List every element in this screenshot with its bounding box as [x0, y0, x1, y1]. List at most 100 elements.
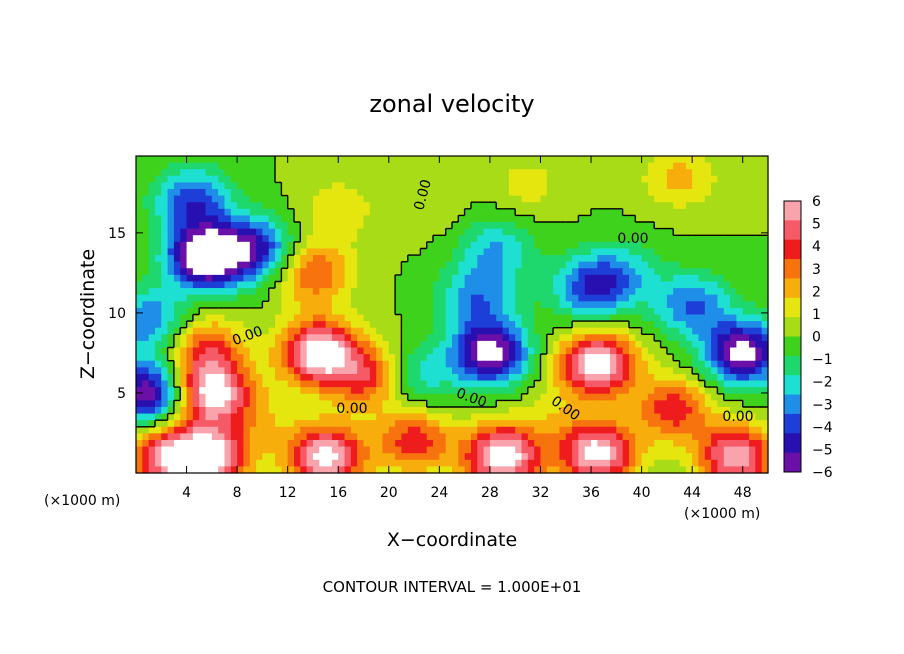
heatmap-cell: [559, 222, 567, 230]
heatmap-cell: [319, 255, 327, 263]
heatmap-cell: [597, 387, 605, 395]
heatmap-cell: [224, 380, 232, 388]
heatmap-cell: [698, 182, 706, 190]
heatmap-cell: [660, 248, 668, 256]
heatmap-cell: [685, 367, 693, 375]
heatmap-cell: [635, 169, 643, 177]
heatmap-cell: [622, 162, 630, 170]
heatmap-cell: [136, 241, 143, 250]
heatmap-cell: [237, 439, 245, 448]
heatmap-cell: [521, 202, 529, 210]
heatmap-cell: [508, 347, 516, 355]
heatmap-cell: [496, 222, 504, 230]
heatmap-cell: [591, 248, 598, 256]
heatmap-cell: [559, 321, 567, 329]
heatmap-cell: [338, 420, 346, 428]
heatmap-cell: [610, 288, 617, 296]
heatmap-cell: [546, 182, 554, 190]
heatmap-cell: [698, 268, 706, 276]
heatmap-cell: [382, 169, 390, 177]
heatmap-cell: [654, 420, 662, 428]
heatmap-cell: [205, 373, 213, 382]
heatmap-cell: [546, 426, 554, 434]
heatmap-cell: [660, 373, 668, 382]
heatmap-cell: [666, 222, 674, 230]
heatmap-cell: [230, 420, 238, 428]
heatmap-cell: [331, 453, 339, 461]
heatmap-cell: [148, 202, 156, 210]
heatmap-cell: [382, 288, 390, 296]
heatmap-cell: [711, 393, 719, 401]
heatmap-cell: [173, 413, 181, 421]
heatmap-cell: [704, 294, 712, 302]
heatmap-cell: [224, 268, 232, 276]
heatmap-cell: [205, 327, 213, 335]
heatmap-cell: [654, 406, 662, 415]
heatmap-cell: [616, 446, 624, 454]
heatmap-cell: [395, 241, 403, 250]
heatmap-cell: [136, 334, 143, 342]
heatmap-cell: [591, 347, 598, 355]
heatmap-cell: [300, 413, 308, 421]
heatmap-cell: [136, 367, 143, 375]
heatmap-cell: [742, 169, 750, 177]
heatmap-cell: [319, 347, 327, 355]
heatmap-cell: [761, 459, 769, 467]
heatmap-cell: [325, 169, 333, 177]
heatmap-cell: [483, 162, 491, 170]
heatmap-cell: [704, 347, 712, 355]
heatmap-cell: [426, 420, 434, 428]
heatmap-cell: [597, 208, 605, 217]
heatmap-cell: [578, 228, 586, 236]
heatmap-cell: [761, 340, 769, 349]
heatmap-cell: [673, 347, 681, 355]
heatmap-cell: [161, 268, 169, 276]
heatmap-cell: [679, 288, 687, 296]
heatmap-cell: [749, 202, 756, 210]
heatmap-cell: [319, 182, 327, 190]
heatmap-cell: [445, 340, 453, 349]
heatmap-cell: [553, 222, 561, 230]
heatmap-cell: [376, 393, 384, 401]
heatmap-cell: [711, 301, 719, 309]
heatmap-cell: [433, 373, 440, 382]
heatmap-cell: [180, 215, 188, 223]
heatmap-cell: [603, 222, 611, 230]
heatmap-cell: [534, 360, 542, 368]
heatmap-cell: [237, 261, 245, 269]
heatmap-cell: [603, 175, 611, 184]
heatmap-cell: [142, 215, 150, 223]
heatmap-cell: [331, 241, 339, 250]
heatmap-cell: [249, 426, 257, 434]
heatmap-cell: [287, 400, 295, 408]
heatmap-cell: [230, 281, 238, 289]
heatmap-cell: [331, 340, 339, 349]
heatmap-cell: [452, 202, 459, 210]
heatmap-cell: [350, 202, 358, 210]
heatmap-cell: [628, 274, 636, 283]
heatmap-cell: [635, 162, 643, 170]
heatmap-cell: [186, 301, 194, 309]
heatmap-cell: [230, 314, 238, 322]
heatmap-cell: [388, 307, 396, 316]
heatmap-cell: [167, 354, 175, 362]
heatmap-cell: [749, 453, 756, 461]
heatmap-cell: [622, 228, 630, 236]
heatmap-cell: [230, 340, 238, 349]
heatmap-cell: [338, 281, 346, 289]
heatmap-cell: [433, 354, 440, 362]
heatmap-cell: [407, 156, 415, 164]
heatmap-cell: [154, 453, 162, 461]
colorbar-swatch: [784, 433, 801, 454]
heatmap-cell: [534, 400, 542, 408]
heatmap-cell: [452, 466, 459, 474]
chart-title: zonal velocity: [369, 90, 534, 118]
heatmap-cell: [199, 459, 207, 467]
heatmap-cell: [294, 169, 301, 177]
heatmap-cell: [755, 248, 763, 256]
heatmap-cell: [616, 162, 624, 170]
heatmap-cell: [376, 195, 384, 203]
heatmap-cell: [540, 307, 548, 316]
heatmap-cell: [458, 222, 466, 230]
heatmap-cell: [452, 268, 459, 276]
